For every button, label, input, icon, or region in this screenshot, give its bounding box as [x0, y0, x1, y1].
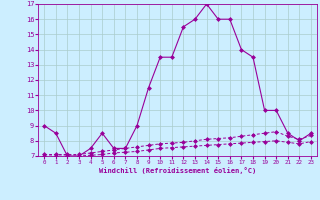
X-axis label: Windchill (Refroidissement éolien,°C): Windchill (Refroidissement éolien,°C)	[99, 167, 256, 174]
